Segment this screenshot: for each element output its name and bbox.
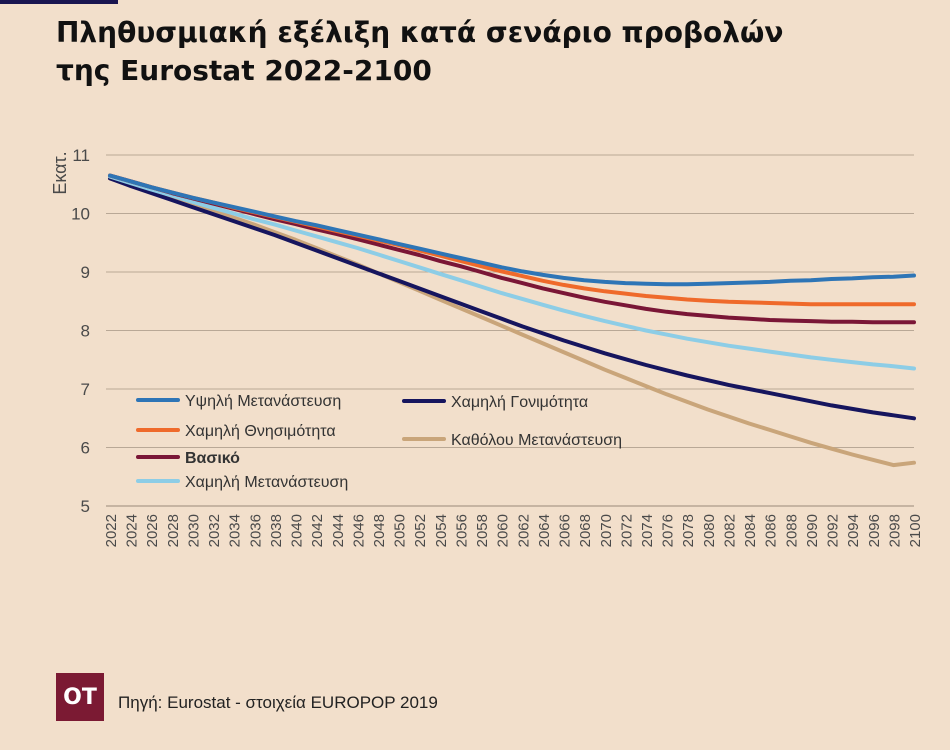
x-tick-label: 2052 — [412, 514, 429, 547]
x-tick-label: 2038 — [268, 514, 285, 547]
x-tick-label: 2064 — [536, 514, 553, 547]
x-tick-label: 2050 — [392, 514, 409, 547]
logo-text: OT — [63, 684, 97, 710]
y-tick-label: 5 — [81, 497, 90, 516]
x-tick-label: 2034 — [227, 514, 244, 547]
x-tick-label: 2042 — [309, 514, 326, 547]
legend-label: Βασικό — [185, 450, 240, 467]
x-tick-label: 2076 — [660, 514, 677, 547]
x-tick-label: 2082 — [721, 514, 738, 547]
x-tick-label: 2032 — [206, 514, 223, 547]
y-tick-label: 11 — [72, 146, 90, 165]
x-tick-label: 2088 — [783, 514, 800, 547]
y-tick-label: 6 — [81, 439, 90, 458]
legend-label: Χαμηλή Μετανάστευση — [185, 474, 348, 491]
y-axis-label: Εκατ. — [50, 151, 70, 194]
series-line — [108, 173, 916, 307]
x-tick-label: 2084 — [742, 514, 759, 547]
title-line-1: Πληθυσμιακή εξέλιξη κατά σενάριο προβολώ… — [56, 16, 784, 49]
x-tick-label: 2066 — [557, 514, 574, 547]
series-line — [108, 176, 916, 468]
x-tick-label: 2046 — [350, 514, 367, 547]
x-tick-label: 2078 — [680, 514, 697, 547]
x-tick-label: 2086 — [763, 514, 780, 547]
top-accent-rule — [0, 0, 118, 4]
x-tick-label: 2060 — [495, 514, 512, 547]
y-tick-label: 8 — [81, 322, 90, 341]
x-tick-label: 2056 — [453, 514, 470, 547]
series-line — [108, 173, 916, 287]
legend-label: Χαμηλή Γονιμότητα — [451, 394, 588, 411]
x-tick-label: 2024 — [124, 514, 141, 547]
x-tick-label: 2094 — [845, 514, 862, 547]
y-tick-label: 10 — [71, 205, 90, 224]
x-tick-label: 2048 — [371, 514, 388, 547]
x-tick-label: 2062 — [515, 514, 532, 547]
ot-logo: OT — [56, 673, 104, 721]
x-tick-label: 2028 — [165, 514, 182, 547]
title-line-2: της Eurostat 2022-2100 — [56, 54, 432, 87]
x-tick-label: 2026 — [144, 514, 161, 547]
x-tick-label: 2036 — [247, 514, 264, 547]
x-tick-label: 2022 — [103, 514, 120, 547]
x-tick-label: 2058 — [474, 514, 491, 547]
series-line — [108, 174, 916, 371]
x-tick-label: 2044 — [330, 514, 347, 547]
legend-label: Υψηλή Μετανάστευση — [185, 393, 341, 410]
x-tick-label: 2040 — [289, 514, 306, 547]
x-tick-label: 2070 — [598, 514, 615, 547]
x-tick-label: 2074 — [639, 514, 656, 547]
source-note: Πηγή: Eurostat - στοιχεία EUROPOP 2019 — [118, 693, 438, 712]
x-tick-label: 2090 — [804, 514, 821, 547]
series-line — [108, 176, 916, 421]
x-tick-label: 2054 — [433, 514, 450, 547]
y-tick-label: 9 — [81, 263, 90, 282]
x-tick-label: 2096 — [866, 514, 883, 547]
legend-label: Χαμηλή Θνησιμότητα — [185, 423, 336, 440]
chart-title: Πληθυσμιακή εξέλιξη κατά σενάριο προβολώ… — [56, 14, 916, 90]
y-tick-label: 7 — [81, 380, 90, 399]
x-tick-label: 2030 — [185, 514, 202, 547]
x-tick-label: 2068 — [577, 514, 594, 547]
series-line — [108, 173, 916, 325]
x-tick-label: 2072 — [618, 514, 635, 547]
x-tick-label: 2080 — [701, 514, 718, 547]
x-tick-label: 2092 — [825, 514, 842, 547]
x-tick-label: 2100 — [907, 514, 924, 547]
x-tick-label: 2098 — [886, 514, 903, 547]
legend-label: Καθόλου Μετανάστευση — [451, 432, 622, 449]
